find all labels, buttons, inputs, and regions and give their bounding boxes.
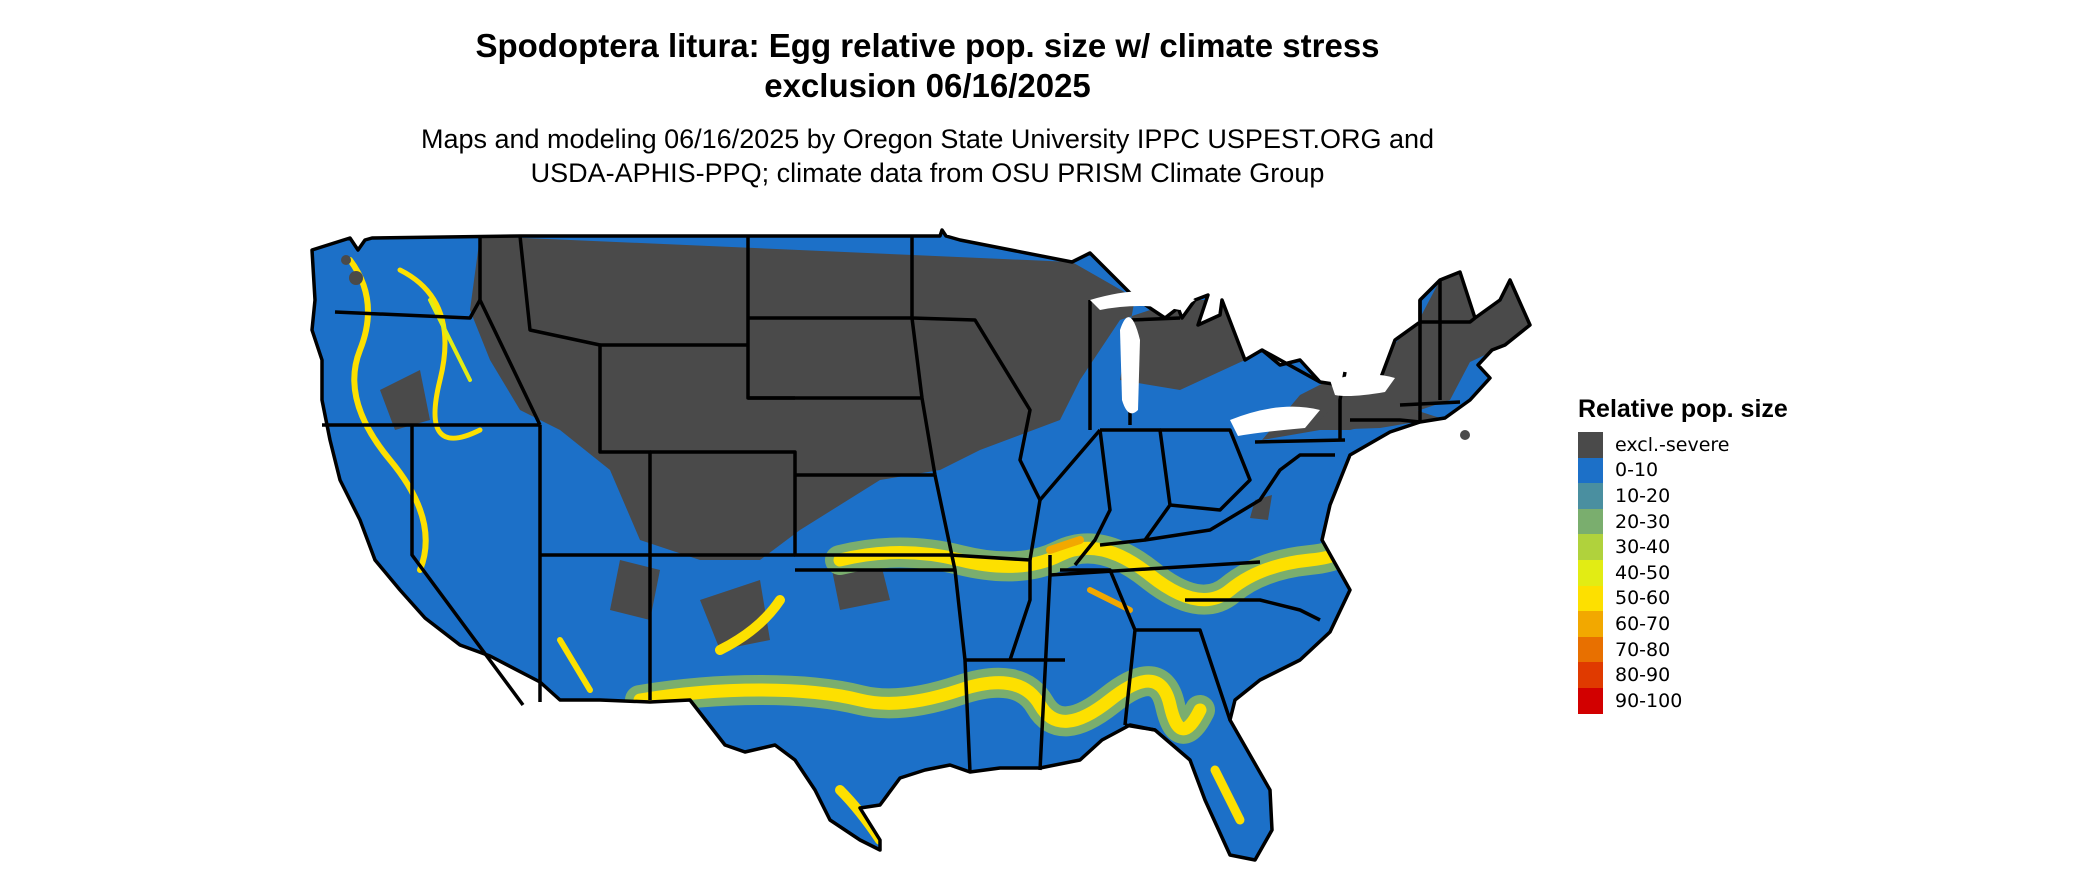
legend-swatch (1578, 636, 1603, 663)
us-population-map (310, 228, 1532, 862)
legend-item: 20-30 (1578, 508, 1788, 535)
legend-swatch (1578, 585, 1603, 612)
legend-item: 60-70 (1578, 611, 1788, 637)
legend-label: 50-60 (1615, 587, 1671, 610)
coastal-islands (341, 255, 1470, 440)
legend-item: 70-80 (1578, 636, 1788, 663)
legend-item: 30-40 (1578, 534, 1788, 560)
legend-label: 80-90 (1615, 664, 1671, 687)
legend-item: 40-50 (1578, 559, 1788, 586)
legend-item: 10-20 (1578, 483, 1788, 509)
legend-item: 80-90 (1578, 662, 1788, 688)
legend-swatch (1578, 687, 1603, 714)
legend-swatch (1578, 508, 1603, 535)
map-subtitle: Maps and modeling 06/16/2025 by Oregon S… (420, 124, 1435, 154)
map-title: Spodoptera litura: Egg relative pop. siz… (475, 27, 1380, 64)
legend-item: 50-60 (1578, 585, 1788, 612)
legend-label: 90-100 (1615, 689, 1683, 712)
legend-swatch (1578, 432, 1603, 458)
high-population-bands (347, 257, 1364, 845)
legend-title: Relative pop. size (1578, 395, 1788, 423)
legend-item: 90-100 (1578, 687, 1788, 714)
legend-swatch (1578, 611, 1603, 637)
legend-swatch (1578, 534, 1603, 560)
legend-item: excl.-severe (1578, 432, 1788, 458)
legend-swatch (1578, 662, 1603, 688)
legend-swatch (1578, 559, 1603, 586)
legend-label: 10-20 (1615, 484, 1671, 507)
state-boundaries (310, 228, 1532, 862)
legend-label: 30-40 (1615, 536, 1671, 559)
legend-label: 60-70 (1615, 612, 1671, 635)
map-title-line2: exclusion 06/16/2025 (764, 67, 1091, 104)
legend-label: 70-80 (1615, 638, 1671, 661)
map-subtitle-line2: USDA-APHIS-PPQ; climate data from OSU PR… (530, 158, 1325, 188)
great-lakes (1090, 291, 1395, 436)
map-legend: Relative pop. size excl.-severe 0-10 10-20… (1578, 394, 1788, 714)
legend-label: 20-30 (1615, 510, 1671, 533)
legend-label: excl.-severe (1615, 433, 1730, 456)
legend-swatch (1578, 483, 1603, 509)
legend-label: 40-50 (1615, 561, 1671, 584)
legend-item: 0-10 (1578, 457, 1788, 484)
legend-swatch (1578, 457, 1603, 484)
legend-label: 0-10 (1615, 459, 1659, 482)
